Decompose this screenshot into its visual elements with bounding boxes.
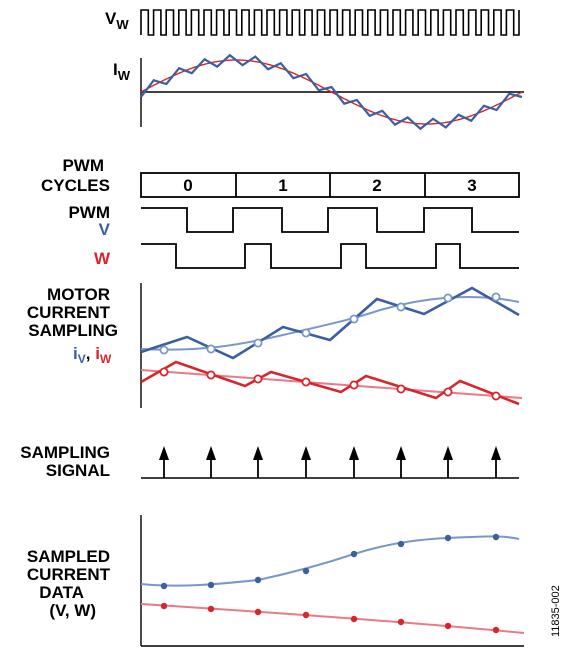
sampling-arrow <box>301 446 311 478</box>
sampled-v-dot <box>492 533 500 541</box>
iv-sample-marker <box>159 345 169 355</box>
sampled-v-dot <box>350 550 358 558</box>
sampling-arrow-head <box>491 446 501 460</box>
figure-id: 11835-002 <box>550 585 562 637</box>
sampling-arrow-head <box>349 446 359 460</box>
sampling-label-line1: SAMPLING <box>20 443 110 462</box>
sampling-arrow <box>443 446 453 478</box>
pwm-cycles-label-line2: CYCLES <box>41 176 110 195</box>
iw-sample-marker <box>349 380 359 390</box>
iw-label: IW <box>113 60 131 83</box>
sampled-label-line1: SAMPLED <box>27 547 110 566</box>
sampled-w-dot <box>397 618 405 626</box>
sampled-w-dot <box>444 622 452 630</box>
iv-sample-marker <box>301 328 311 338</box>
sampling-arrow-head <box>396 446 406 460</box>
sampled-w-dot <box>350 615 358 623</box>
motor-sample-markers <box>159 292 501 401</box>
motor-label-line2: CURRENT <box>27 303 111 322</box>
iv-ripple-current <box>140 286 520 360</box>
sampled-data-dots <box>160 533 500 634</box>
cycle-label-2: 2 <box>372 176 381 195</box>
iw-sample-marker <box>396 384 406 394</box>
sampled-v-dot <box>302 567 310 575</box>
sampled-v-curve <box>140 535 520 587</box>
iw-ripple-current <box>140 53 523 131</box>
sampling-arrow <box>206 446 216 478</box>
iw-sample-marker <box>159 367 169 377</box>
sampling-arrow-head <box>253 446 263 460</box>
vw-pulse-train <box>140 9 520 36</box>
sampled-label-line2: CURRENT <box>27 565 111 584</box>
svg-text:iV, iW: iV, iW <box>73 344 112 366</box>
iw-sample-marker <box>253 374 263 384</box>
sampled-w-dot <box>492 626 500 634</box>
pwm-w-label: W <box>94 249 111 268</box>
pwm-v-label: V <box>99 220 111 239</box>
sampling-arrows <box>159 446 501 478</box>
iv-sample-marker <box>349 314 359 324</box>
sampled-label-line3: DATA <box>39 583 84 602</box>
sampled-label-line4: (V, W) <box>49 601 96 620</box>
sampling-arrow <box>349 446 359 478</box>
sampled-v-dot <box>207 581 215 589</box>
sampled-v-dot <box>397 540 405 548</box>
vw-label: VW <box>105 9 129 32</box>
pwm-w-waveform <box>141 243 519 269</box>
iv-sample-marker <box>206 344 216 354</box>
iv-sample-marker <box>396 302 406 312</box>
sampling-arrow-head <box>301 446 311 460</box>
motor-label-line3: SAMPLING <box>28 321 118 340</box>
sampled-v-dot <box>254 576 262 584</box>
sampling-arrow-head <box>159 446 169 460</box>
sampling-arrow <box>159 446 169 478</box>
sampled-w-dot <box>254 608 262 616</box>
iw-ripple-current-lower <box>140 360 520 406</box>
cycle-label-0: 0 <box>183 176 192 195</box>
iw-sample-marker <box>206 370 216 380</box>
sampling-label-line2: SIGNAL <box>46 461 110 480</box>
pwm-v-waveform <box>141 207 519 233</box>
sampled-v-dot <box>444 534 452 542</box>
sampling-arrow-head <box>206 446 216 460</box>
iw-sample-marker <box>491 391 501 401</box>
iw-sample-marker <box>301 377 311 387</box>
iw-average-curve <box>140 369 523 399</box>
sampled-w-dot <box>160 602 168 610</box>
iv-sample-marker <box>443 293 453 303</box>
motor-label-line1: MOTOR <box>47 285 110 304</box>
iw-sample-marker <box>443 387 453 397</box>
sampling-arrow-head <box>443 446 453 460</box>
sampled-v-dot <box>160 582 168 590</box>
cycle-label-1: 1 <box>278 176 287 195</box>
pwm-cycles-label-line1: PWM <box>62 156 104 175</box>
sampling-arrow <box>491 446 501 478</box>
iv-sample-marker <box>491 292 501 302</box>
motor-iv-iw-label: iV, iW <box>73 344 112 366</box>
pwm-label: PWM <box>68 203 110 222</box>
sampling-arrow <box>253 446 263 478</box>
iv-sample-marker <box>253 338 263 348</box>
sampled-w-curve <box>140 603 525 634</box>
svg-text:VW: VW <box>105 9 129 32</box>
cycle-label-3: 3 <box>467 176 476 195</box>
sampled-w-dot <box>302 611 310 619</box>
iw-ideal-sine <box>140 59 523 125</box>
sampled-w-dot <box>207 605 215 613</box>
svg-text:IW: IW <box>113 60 131 83</box>
sampling-arrow <box>396 446 406 478</box>
